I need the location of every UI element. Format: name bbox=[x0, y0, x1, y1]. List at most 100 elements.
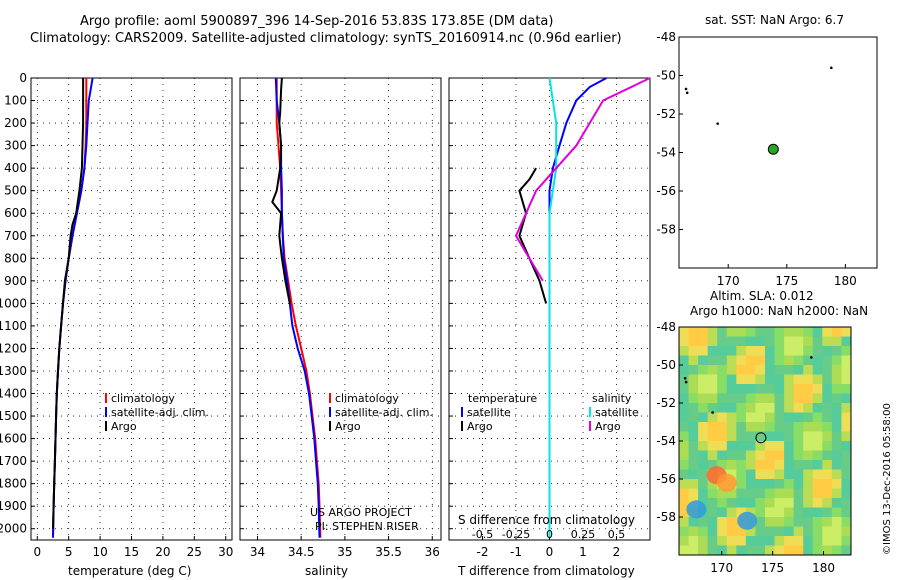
sla-cell bbox=[803, 488, 814, 499]
sla-cell bbox=[784, 422, 795, 432]
legend-label: satellite bbox=[595, 406, 639, 419]
sla-cell bbox=[726, 336, 737, 347]
sla-cell bbox=[745, 374, 756, 385]
sla-cell bbox=[707, 422, 718, 432]
sla-cell bbox=[841, 517, 852, 527]
sla-cell bbox=[841, 507, 852, 518]
ytick-label: 1200 bbox=[0, 341, 27, 355]
sla-cell bbox=[765, 403, 776, 413]
sla-cell bbox=[698, 346, 709, 356]
sla-cell bbox=[822, 536, 833, 546]
sla-cell bbox=[707, 374, 718, 385]
sla-cell bbox=[784, 526, 795, 537]
sla-cell bbox=[679, 403, 690, 413]
sla-cell bbox=[755, 365, 766, 375]
sla-cell bbox=[726, 469, 737, 480]
sla-cell bbox=[717, 536, 728, 546]
sla-cell bbox=[831, 365, 842, 375]
sla-cell bbox=[803, 393, 814, 404]
sla-cell bbox=[803, 545, 814, 556]
xtick-s-label: 0 bbox=[546, 528, 553, 541]
sla-cell bbox=[736, 422, 747, 432]
ytick-label: 100 bbox=[4, 94, 27, 108]
island bbox=[830, 66, 833, 70]
sla-cell bbox=[822, 507, 833, 518]
sla-cell bbox=[812, 460, 823, 470]
sla-cell bbox=[793, 450, 804, 461]
sla-cell bbox=[803, 355, 814, 366]
sla-cell bbox=[803, 412, 814, 423]
sla-cell bbox=[831, 488, 842, 499]
xtick-label: 180 bbox=[812, 561, 835, 575]
sla-cell bbox=[765, 536, 776, 546]
sla-cell bbox=[755, 507, 766, 518]
sla-cell bbox=[784, 403, 795, 413]
legend-label: satellite-adj. clim. bbox=[335, 406, 433, 419]
ytick-label: -54 bbox=[656, 434, 676, 448]
sla-cell bbox=[784, 374, 795, 385]
sla-cell bbox=[774, 346, 785, 356]
sla-cell bbox=[688, 365, 699, 375]
sla-cell bbox=[841, 488, 852, 499]
sla-cell bbox=[679, 365, 690, 375]
sla-cell bbox=[803, 327, 814, 337]
sla-cell bbox=[812, 507, 823, 518]
ytick-label: 200 bbox=[4, 116, 27, 130]
sla-cell bbox=[745, 403, 756, 413]
sla-cell bbox=[793, 346, 804, 356]
sla-cell bbox=[698, 422, 709, 432]
sla-cell bbox=[841, 403, 852, 413]
sla-cell bbox=[698, 479, 709, 489]
sla-cell bbox=[774, 460, 785, 470]
sla-cell bbox=[688, 384, 699, 394]
sla-cell bbox=[765, 393, 776, 404]
sla-cell bbox=[745, 536, 756, 546]
sla-cell bbox=[755, 441, 766, 451]
sla-cell bbox=[707, 441, 718, 451]
sla-cell bbox=[726, 431, 737, 442]
sla-cell bbox=[755, 412, 766, 423]
sla-cell bbox=[726, 403, 737, 413]
sla-cell bbox=[698, 460, 709, 470]
sla-cell bbox=[745, 346, 756, 356]
sla-cell bbox=[841, 526, 852, 537]
sla-cell bbox=[736, 545, 747, 556]
sla-cell bbox=[698, 403, 709, 413]
island bbox=[683, 377, 687, 380]
sla-cell bbox=[707, 488, 718, 499]
sla-cell bbox=[679, 431, 690, 442]
sla-cell bbox=[717, 346, 728, 356]
sla-cell bbox=[841, 327, 852, 337]
sla-cell bbox=[688, 545, 699, 556]
sla-cell bbox=[812, 488, 823, 499]
sla-cell bbox=[736, 346, 747, 356]
island bbox=[685, 91, 689, 95]
ytick-label: 500 bbox=[4, 184, 27, 198]
island bbox=[810, 356, 813, 359]
sla-cell bbox=[812, 450, 823, 461]
sla-cell bbox=[803, 422, 814, 432]
sla-cell bbox=[831, 469, 842, 480]
sla-cell bbox=[774, 450, 785, 461]
sla-cell bbox=[803, 336, 814, 347]
sla-cell bbox=[774, 336, 785, 347]
sla-cell bbox=[745, 479, 756, 489]
sla-cell bbox=[688, 346, 699, 356]
sla-cell bbox=[698, 355, 709, 366]
sla-cell bbox=[688, 431, 699, 442]
sla-cell bbox=[812, 355, 823, 366]
difference-panel: -2 -1 0 1 2 -0.5 -0.25 0 0.25 0.5 temperature salin… bbox=[448, 77, 651, 559]
sla-cell bbox=[784, 412, 795, 423]
sla-cell bbox=[736, 536, 747, 546]
ytick-label: -48 bbox=[656, 30, 676, 44]
sla-cell bbox=[774, 393, 785, 404]
sla-cell bbox=[745, 412, 756, 423]
sla-cell bbox=[793, 441, 804, 451]
sla-cell bbox=[707, 346, 718, 356]
xtick-label: 35 bbox=[337, 545, 352, 559]
sla-cell bbox=[736, 450, 747, 461]
sla-cell bbox=[736, 355, 747, 366]
difference-xlabel: T difference from climatology bbox=[457, 564, 635, 578]
sla-cell bbox=[793, 545, 804, 556]
